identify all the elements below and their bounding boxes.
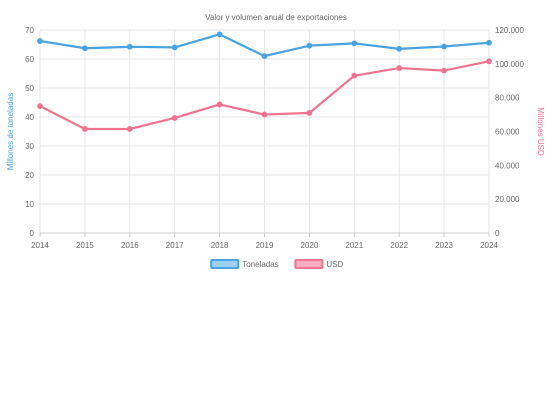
y-right-tick-label: 0	[495, 229, 500, 238]
y-axis-left-label: Millones de toneladas	[6, 93, 15, 170]
data-point-usd	[82, 126, 88, 132]
y-left-tick-label: 40	[25, 113, 34, 122]
data-point-usd	[396, 65, 403, 71]
y-left-tick-label: 10	[25, 200, 34, 209]
y-right-tick-label: 80.000	[495, 94, 520, 103]
y-left-tick-label: 30	[25, 142, 34, 151]
x-tick-label: 2023	[435, 241, 453, 250]
x-tick-label: 2020	[301, 241, 319, 250]
x-tick-label: 2017	[166, 241, 184, 250]
y-left-tick-label: 70	[25, 26, 34, 35]
x-tick-label: 2015	[76, 241, 94, 250]
data-point-usd	[351, 72, 358, 79]
data-point-usd	[37, 103, 43, 110]
data-point-toneladas	[37, 38, 43, 44]
axes: 2014 2015 2016 2017 2018 2019 2020 2021 2022 2023…	[25, 26, 524, 250]
data-point-usd	[126, 126, 133, 132]
data-point-toneladas	[126, 43, 133, 50]
y-left-tick-label: 0	[30, 229, 35, 238]
legend-swatch-toneladas	[210, 259, 240, 269]
data-point-toneladas	[396, 45, 403, 52]
data-point-toneladas	[441, 43, 448, 50]
y-left-tick-label: 50	[25, 84, 34, 93]
x-tick-label: 2014	[31, 241, 49, 250]
data-point-usd	[441, 67, 448, 74]
y-right-tick-label: 40.000	[495, 161, 520, 170]
data-point-toneladas	[486, 39, 492, 46]
data-point-usd	[171, 115, 178, 121]
data-point-toneladas	[261, 53, 268, 59]
y-right-tick-label: 20.000	[495, 195, 520, 204]
data-point-toneladas	[306, 42, 313, 49]
data-point-usd	[306, 109, 313, 116]
legend: Toneladas USD	[210, 259, 344, 269]
x-tick-label: 2021	[345, 241, 363, 250]
data-point-usd	[486, 58, 492, 65]
y-right-tick-label: 120.000	[495, 26, 524, 35]
y-left-tick-label: 20	[25, 171, 34, 180]
data-point-toneladas	[82, 45, 88, 52]
data-point-toneladas	[216, 31, 223, 38]
data-point-toneladas	[351, 40, 358, 47]
y-axis-right-label: Millones USD	[536, 107, 545, 156]
y-right-tick-label: 60.000	[495, 128, 520, 137]
x-tick-label: 2024	[480, 241, 498, 250]
data-point-usd	[216, 101, 223, 108]
x-tick-label: 2018	[211, 241, 229, 250]
chart-title: Valor y volumen anual de exportaciones	[205, 13, 347, 22]
legend-label-usd: USD	[326, 260, 343, 269]
y-right-tick-label: 100.000	[495, 60, 524, 69]
legend-label-toneladas: Toneladas	[242, 260, 278, 269]
x-tick-label: 2019	[256, 241, 274, 250]
x-tick-label: 2016	[121, 241, 139, 250]
data-point-usd	[261, 111, 268, 118]
y-left-tick-label: 60	[25, 55, 34, 64]
series-group	[37, 31, 492, 132]
grid	[39, 29, 490, 234]
data-point-toneladas	[171, 44, 178, 51]
x-tick-label: 2022	[390, 241, 408, 250]
legend-swatch-usd	[294, 259, 324, 269]
